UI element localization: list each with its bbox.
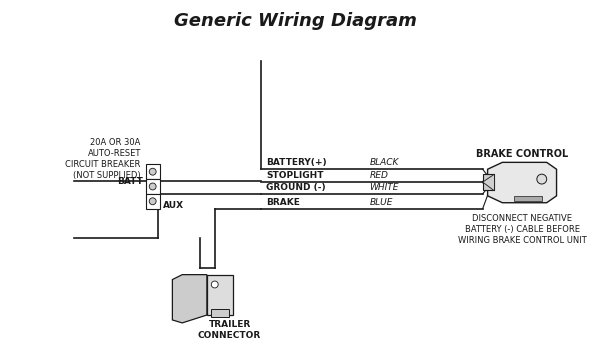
- Text: TRAILER
CONNECTOR: TRAILER CONNECTOR: [198, 320, 261, 340]
- Circle shape: [149, 183, 156, 190]
- Text: DISCONNECT NEGATIVE
BATTERY (-) CABLE BEFORE
WIRING BRAKE CONTROL UNIT: DISCONNECT NEGATIVE BATTERY (-) CABLE BE…: [458, 213, 586, 245]
- Polygon shape: [172, 274, 207, 323]
- Text: BLUE: BLUE: [370, 198, 393, 207]
- Circle shape: [211, 281, 218, 288]
- Circle shape: [149, 168, 156, 175]
- Text: STOPLIGHT: STOPLIGHT: [266, 171, 323, 180]
- Bar: [482, 174, 494, 190]
- Text: Generic Wiring Diagram: Generic Wiring Diagram: [174, 12, 417, 29]
- Text: BRAKE: BRAKE: [266, 198, 300, 207]
- Polygon shape: [482, 174, 494, 191]
- Circle shape: [149, 198, 156, 205]
- Text: BATTERY(+): BATTERY(+): [266, 158, 326, 167]
- Bar: [146, 164, 160, 179]
- Bar: [146, 194, 160, 209]
- Circle shape: [537, 174, 547, 184]
- Bar: [514, 196, 542, 201]
- Text: BLACK: BLACK: [370, 158, 399, 167]
- Text: BRAKE CONTROL: BRAKE CONTROL: [476, 150, 568, 160]
- Bar: [146, 179, 160, 194]
- Polygon shape: [482, 162, 557, 203]
- Text: 20A OR 30A
AUTO-RESET
CIRCUIT BREAKER
(NOT SUPPLIED): 20A OR 30A AUTO-RESET CIRCUIT BREAKER (N…: [65, 138, 141, 180]
- Text: GROUND (-): GROUND (-): [266, 183, 326, 192]
- Text: AUX: AUX: [163, 201, 184, 210]
- Text: WHITE: WHITE: [370, 183, 399, 192]
- Bar: [207, 274, 233, 315]
- Text: BATT: BATT: [117, 177, 143, 186]
- Bar: [211, 309, 229, 317]
- Text: RED: RED: [370, 171, 388, 180]
